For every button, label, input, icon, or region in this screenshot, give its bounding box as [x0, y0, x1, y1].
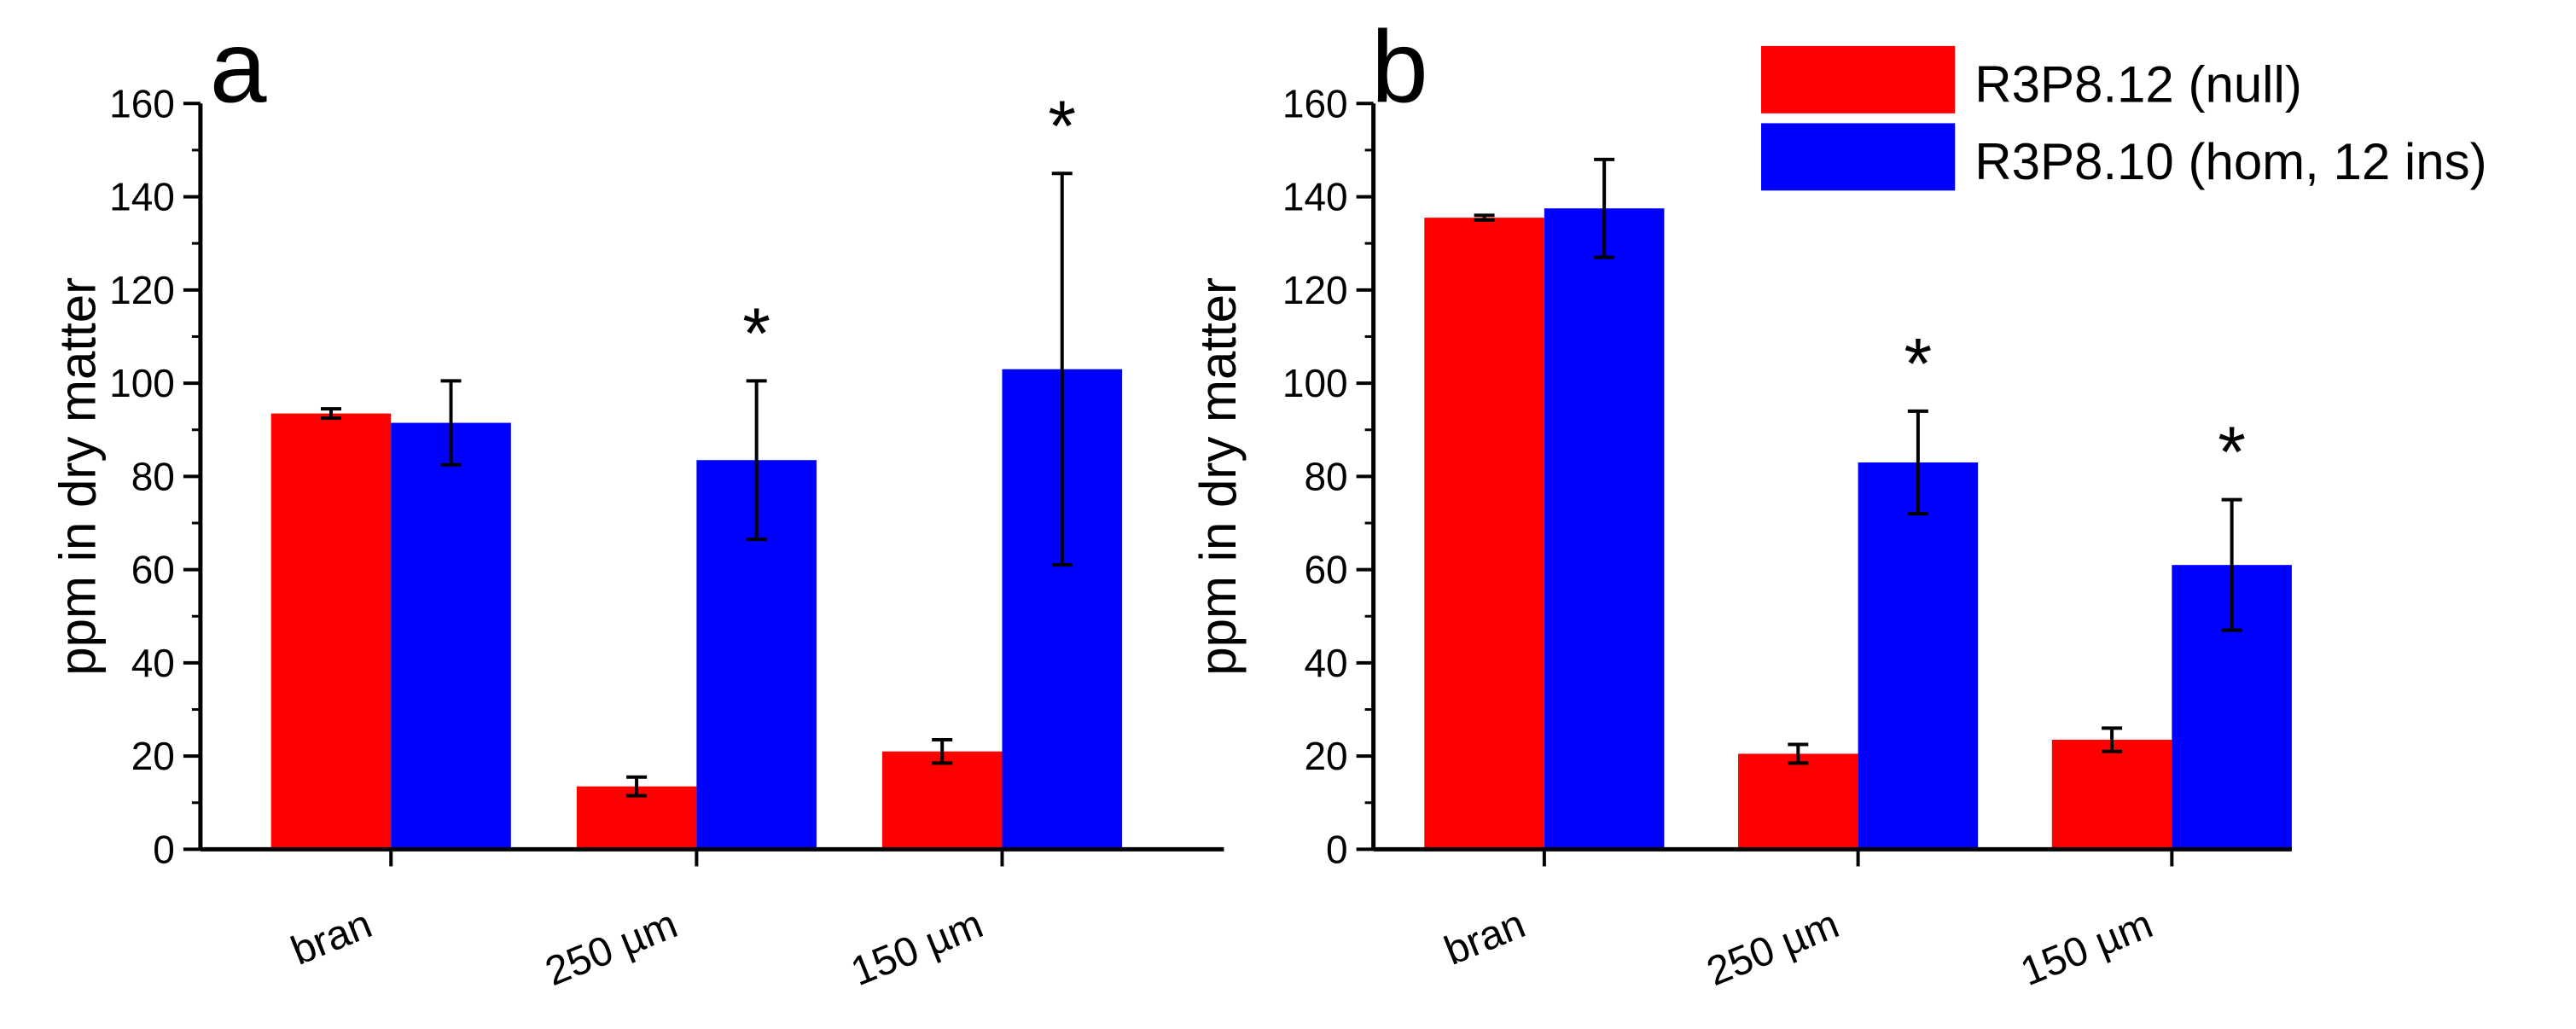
- y-tick-label: 60: [1304, 548, 1347, 592]
- significance-star: *: [2218, 412, 2246, 492]
- category-label: bran: [1439, 902, 1532, 974]
- legend-swatch-hom: [1761, 123, 1956, 191]
- bar-hom-0: [1544, 208, 1665, 850]
- category-label: 150 µm: [845, 902, 989, 995]
- y-tick-label: 160: [1282, 81, 1348, 125]
- category-label: 150 µm: [2015, 902, 2159, 995]
- y-tick-label: 0: [153, 827, 175, 871]
- bar-null-2: [2051, 740, 2172, 850]
- bar-hom-1: [1858, 462, 1979, 850]
- category-label: bran: [285, 902, 378, 974]
- significance-star: *: [1904, 323, 1933, 404]
- y-tick-label: 40: [1304, 641, 1347, 685]
- y-tick-label: 140: [1282, 175, 1348, 219]
- y-tick-label: 60: [131, 548, 175, 592]
- panel-label: a: [210, 9, 267, 124]
- significance-star: *: [1048, 85, 1076, 166]
- y-tick-label: 120: [1282, 268, 1348, 312]
- y-tick-label: 160: [109, 81, 175, 125]
- y-tick-label: 140: [109, 175, 175, 219]
- y-tick-label: 20: [131, 734, 175, 778]
- y-tick-label: 0: [1326, 827, 1348, 871]
- bar-null-1: [1738, 753, 1858, 850]
- panel-b: bran 250 µm 150 µm * * 0 20 40 60 80 100 120 140 160 p…: [1189, 9, 2292, 995]
- bar-null-2: [881, 751, 1003, 850]
- legend-swatch-null: [1761, 45, 1956, 113]
- y-tick-label: 80: [131, 454, 175, 498]
- panel-label: b: [1371, 9, 1428, 124]
- y-axis-label: ppm in dry matter: [49, 277, 107, 676]
- panel-a: bran 250 µm 150 µm * * 0 20 40 60 80 100 120 140 160 p…: [49, 9, 1224, 995]
- bar-null-0: [1424, 218, 1544, 850]
- y-tick-label: 80: [1304, 454, 1347, 498]
- y-tick-label: 120: [109, 268, 175, 312]
- y-tick-label: 40: [131, 641, 175, 685]
- y-axis-label: ppm in dry matter: [1189, 277, 1247, 676]
- legend-label-hom: R3P8.10 (hom, 12 ins): [1974, 133, 2486, 190]
- legend: R3P8.12 (null) R3P8.10 (hom, 12 ins): [1761, 45, 2487, 191]
- bar-null-0: [270, 413, 392, 850]
- significance-star: *: [742, 293, 770, 373]
- category-label: 250 µm: [1701, 902, 1845, 995]
- y-tick-label: 20: [1304, 734, 1347, 778]
- y-tick-label: 100: [109, 361, 175, 405]
- legend-label-null: R3P8.12 (null): [1974, 55, 2302, 113]
- bar-hom-0: [391, 422, 511, 850]
- category-label: 250 µm: [539, 902, 683, 995]
- y-tick-label: 100: [1282, 361, 1348, 405]
